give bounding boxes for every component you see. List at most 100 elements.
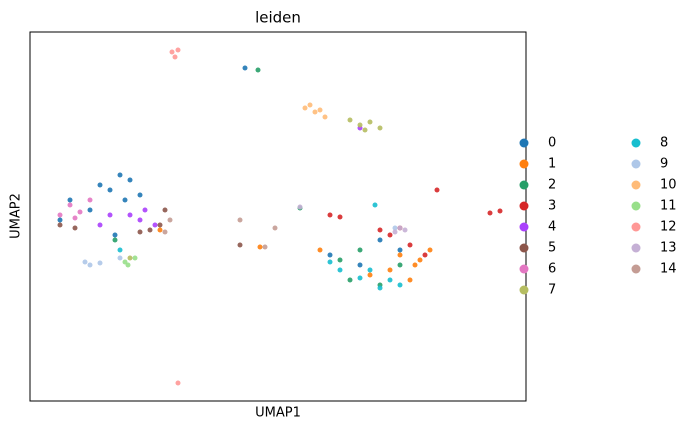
point: [237, 242, 243, 248]
point: [397, 247, 403, 253]
legend-marker: [519, 243, 529, 253]
point: [137, 229, 143, 235]
point: [337, 267, 343, 273]
point: [107, 187, 113, 193]
legend-label: 12: [660, 220, 677, 235]
point: [127, 212, 133, 218]
legend-marker: [519, 201, 529, 211]
legend-marker: [631, 264, 641, 274]
point: [397, 282, 403, 288]
legend-label: 0: [548, 136, 556, 151]
point: [417, 257, 423, 263]
legend-marker: [631, 159, 641, 169]
point: [322, 114, 328, 120]
point: [397, 252, 403, 258]
point: [137, 217, 143, 223]
legend-label: 13: [660, 241, 677, 256]
point: [97, 260, 103, 266]
legend-marker: [519, 138, 529, 148]
point: [347, 277, 353, 283]
point: [372, 202, 378, 208]
point: [262, 244, 268, 250]
legend-label: 10: [660, 178, 677, 193]
point: [362, 127, 368, 133]
legend-marker: [519, 222, 529, 232]
point: [175, 47, 181, 53]
point: [427, 247, 433, 253]
point: [367, 272, 373, 278]
point: [387, 277, 393, 283]
point: [255, 67, 261, 73]
point: [497, 208, 503, 214]
x-axis-label: UMAP1: [255, 406, 301, 421]
point: [107, 212, 113, 218]
point: [377, 285, 383, 291]
point: [397, 225, 403, 231]
point: [407, 277, 413, 283]
legend-marker: [519, 159, 529, 169]
point: [57, 212, 63, 218]
point: [312, 109, 318, 115]
point: [357, 275, 363, 281]
point: [137, 192, 143, 198]
point: [407, 242, 413, 248]
legend-label: 14: [660, 262, 677, 277]
point: [317, 247, 323, 253]
point: [112, 232, 118, 238]
point: [147, 227, 153, 233]
point: [122, 259, 128, 265]
legend-marker: [519, 285, 529, 295]
point: [167, 217, 173, 223]
point: [402, 227, 408, 233]
point: [237, 217, 243, 223]
legend-label: 6: [548, 262, 556, 277]
point: [317, 107, 323, 113]
point: [257, 244, 263, 250]
legend-marker: [519, 264, 529, 274]
point: [117, 172, 123, 178]
point: [142, 207, 148, 213]
point: [112, 237, 118, 243]
legend-marker: [631, 138, 641, 148]
legend-label: 5: [548, 241, 556, 256]
legend-marker: [631, 222, 641, 232]
point: [327, 259, 333, 265]
point: [72, 215, 78, 221]
legend-label: 11: [660, 199, 677, 214]
legend-label: 7: [548, 283, 556, 298]
point: [87, 207, 93, 213]
point: [297, 204, 303, 210]
legend-marker: [631, 180, 641, 190]
point: [387, 232, 393, 238]
point: [434, 187, 440, 193]
point: [87, 197, 93, 203]
point: [122, 197, 128, 203]
point: [357, 122, 363, 128]
point: [397, 262, 403, 268]
point: [367, 119, 373, 125]
point: [387, 267, 393, 273]
point: [377, 227, 383, 233]
point: [377, 125, 383, 131]
point: [169, 49, 175, 55]
point: [162, 207, 168, 213]
point: [152, 222, 158, 228]
plot-frame: [29, 31, 527, 402]
point: [307, 102, 313, 108]
point: [127, 255, 133, 261]
legend-marker: [631, 201, 641, 211]
legend-marker: [519, 180, 529, 190]
chart-title: leiden: [255, 9, 301, 27]
point: [367, 267, 373, 273]
point: [67, 197, 73, 203]
point: [57, 222, 63, 228]
point: [412, 262, 418, 268]
legend-label: 4: [548, 220, 556, 235]
point: [327, 212, 333, 218]
y-axis-label: UMAP2: [9, 193, 24, 239]
point: [162, 229, 168, 235]
points: [57, 47, 503, 386]
point: [487, 210, 493, 216]
point: [357, 262, 363, 268]
